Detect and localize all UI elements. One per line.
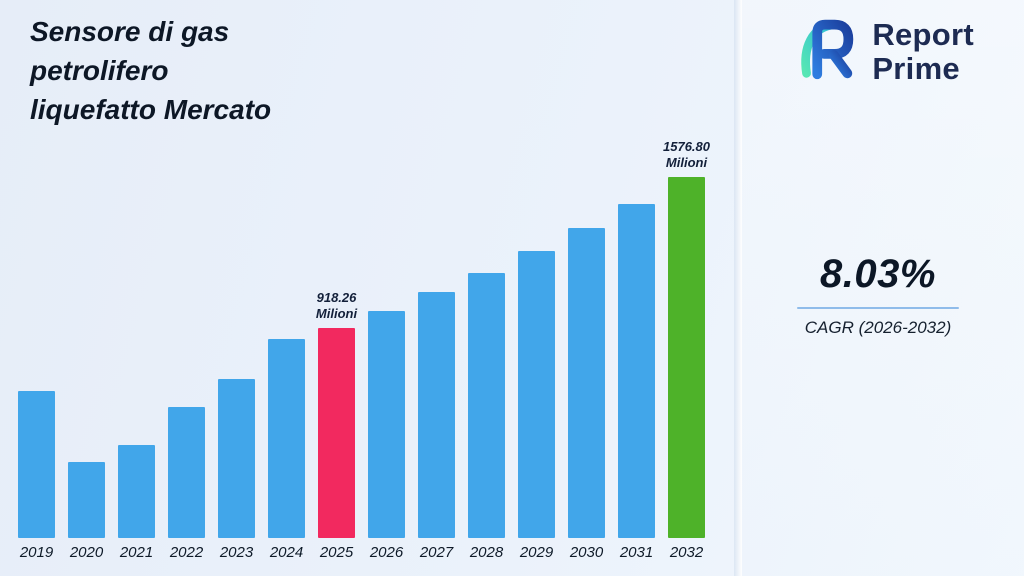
- bar-2032: [668, 177, 705, 538]
- bar-column-2029: 2029: [518, 251, 555, 564]
- bar-column-2021: 2021: [118, 445, 155, 564]
- bar-column-2030: 2030: [568, 228, 605, 564]
- reportprime-logo: Report Prime: [790, 13, 974, 90]
- year-label-2027: 2027: [419, 544, 454, 561]
- bar-column-2020: 2020: [68, 462, 105, 564]
- bar-column-2025: 918.26 Milioni 2025: [316, 290, 357, 564]
- year-label-2026: 2026: [369, 544, 404, 561]
- cagr-value: 8.03%: [820, 252, 936, 296]
- bar-column-2032: 1576.80 Milioni 2032: [663, 139, 710, 564]
- bar-2024: [268, 339, 305, 538]
- bar-2022: [168, 407, 205, 538]
- bar-2031: [618, 204, 655, 538]
- panel-divider: [734, 0, 742, 576]
- bar-2027: [418, 292, 455, 538]
- page-title: Sensore di gas petrolifero liquefatto Me…: [30, 12, 271, 129]
- bar-2025: [318, 328, 355, 538]
- reportprime-logo-icon: [790, 13, 862, 90]
- year-label-2029: 2029: [519, 544, 554, 561]
- year-label-2025: 2025: [319, 544, 354, 561]
- bar-2026: [368, 311, 405, 538]
- bar-2021: [118, 445, 155, 538]
- year-label-2030: 2030: [569, 544, 604, 561]
- year-label-2024: 2024: [269, 544, 304, 561]
- bar-value-label-2032: 1576.80 Milioni: [663, 139, 710, 170]
- year-label-2028: 2028: [469, 544, 504, 561]
- bar-2028: [468, 273, 505, 538]
- bar-column-2019: 2019: [18, 391, 55, 564]
- bar-column-2027: 2027: [418, 292, 455, 564]
- year-label-2019: 2019: [19, 544, 54, 561]
- year-label-2021: 2021: [119, 544, 154, 561]
- right-panel-background: [742, 0, 1024, 576]
- bar-2030: [568, 228, 605, 538]
- bar-column-2022: 2022: [168, 407, 205, 564]
- cagr-block: 8.03% CAGR (2026-2032): [742, 252, 1014, 338]
- bar-column-2026: 2026: [368, 311, 405, 564]
- bar-column-2028: 2028: [468, 273, 505, 564]
- page-title-line3: liquefatto Mercato: [30, 94, 272, 125]
- year-label-2020: 2020: [69, 544, 104, 561]
- bar-2029: [518, 251, 555, 538]
- reportprime-logo-text: Report Prime: [872, 16, 974, 86]
- bar-value-label-2025: 918.26 Milioni: [315, 290, 358, 321]
- year-label-2031: 2031: [619, 544, 654, 561]
- bar-2019: [18, 391, 55, 538]
- page-title-line2: petrolifero: [30, 55, 169, 86]
- page-title-line1: Sensore di gas: [30, 16, 230, 47]
- bar-column-2024: 2024: [268, 339, 305, 564]
- year-label-2022: 2022: [169, 544, 204, 561]
- year-label-2023: 2023: [219, 544, 254, 561]
- year-label-2032: 2032: [669, 544, 704, 561]
- bar-column-2023: 2023: [218, 379, 255, 564]
- cagr-label: CAGR (2026-2032): [804, 318, 952, 337]
- cagr-underline: [797, 307, 959, 309]
- bar-2023: [218, 379, 255, 538]
- bar-chart: 2019 2020 2021 2022 2023 2024 918.26 Milioni 202…: [18, 139, 710, 564]
- logo-word-prime: Prime: [872, 50, 960, 86]
- logo-word-report: Report: [872, 16, 974, 52]
- bar-column-2031: 2031: [618, 204, 655, 564]
- bar-2020: [68, 462, 105, 538]
